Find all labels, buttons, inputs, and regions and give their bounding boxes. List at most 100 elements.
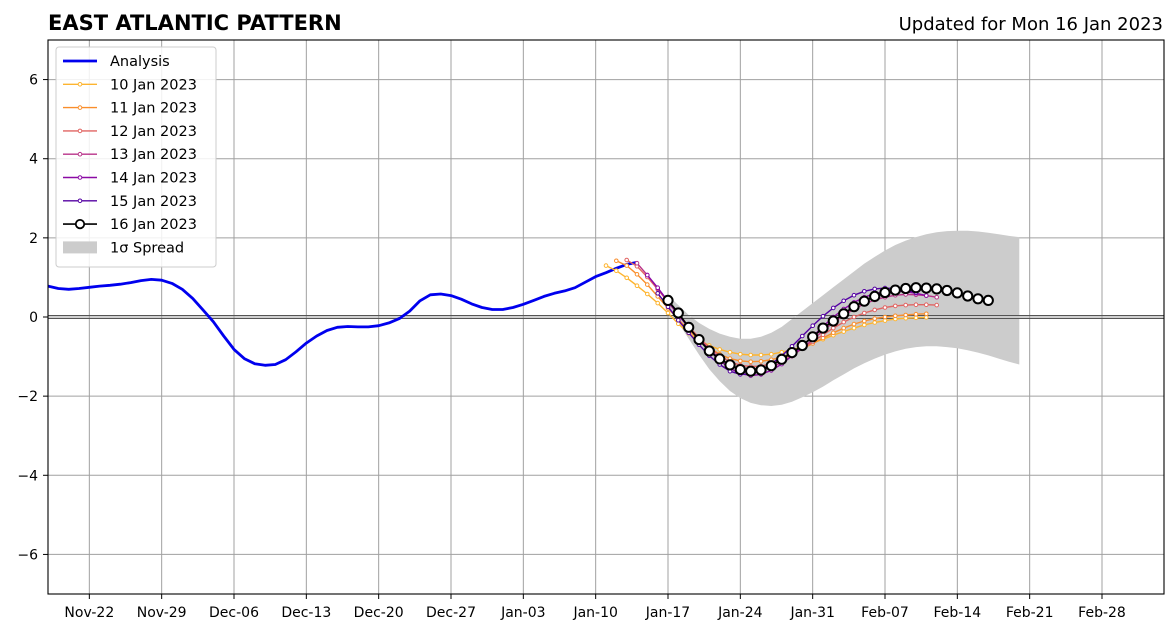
legend-item: 16 Jan 2023 — [63, 217, 197, 233]
forecast-point — [634, 283, 640, 289]
zero-line — [48, 315, 1164, 319]
chart-title: EAST ATLANTIC PATTERN — [48, 11, 342, 35]
forecast-point — [851, 325, 857, 331]
legend-label: 11 Jan 2023 — [110, 101, 197, 117]
legend-swatch — [63, 241, 97, 254]
forecast-point — [913, 302, 919, 308]
forecast-point — [779, 349, 785, 355]
current-point — [858, 295, 870, 307]
forecast-point — [862, 289, 867, 294]
forecast-point — [862, 322, 867, 328]
legend-marker — [77, 105, 83, 110]
forecast-point — [851, 292, 857, 298]
forecast-point — [851, 314, 857, 320]
forecast-point — [851, 321, 857, 327]
current-point — [724, 359, 736, 371]
x-tick-label: Jan-17 — [645, 605, 690, 621]
forecast-point — [924, 302, 929, 308]
forecast-point — [665, 310, 671, 316]
current-point — [838, 308, 850, 320]
forecast-point — [831, 330, 836, 336]
forecast-point — [841, 325, 847, 331]
forecast-point — [645, 291, 650, 297]
forecast-point — [831, 305, 836, 311]
current-point — [817, 322, 829, 334]
current-point — [951, 287, 963, 299]
current-point — [879, 286, 891, 299]
forecast-point — [893, 313, 898, 319]
forecast-point — [882, 318, 888, 323]
forecast-point — [717, 347, 723, 352]
current-point — [662, 294, 674, 306]
forecast-point — [748, 359, 754, 365]
forecast-point — [924, 311, 929, 317]
forecast-point — [655, 300, 661, 306]
forecast-point — [614, 258, 619, 264]
legend: Analysis 10 Jan 2023 11 Jan 2023 12 Jan 202… — [55, 46, 217, 268]
legend-label: 10 Jan 2023 — [110, 77, 197, 93]
forecast-point — [758, 359, 764, 364]
series-layer — [47, 257, 994, 378]
legend-item: Analysis — [63, 54, 170, 70]
forecast-point — [820, 313, 826, 319]
axes: Nov-22 Nov-29 Dec-06 Dec-13 Dec-20 Dec-27 Jan-… — [17, 73, 1125, 621]
legend-item: 12 Jan 2023 — [63, 124, 197, 140]
x-tick-label: Feb-28 — [1078, 605, 1126, 621]
current-point — [869, 290, 881, 302]
chart-subtitle: Updated for Mon 16 Jan 2023 — [899, 14, 1163, 35]
forecast-point — [872, 286, 878, 292]
forecast-point — [862, 318, 867, 324]
current-point — [776, 353, 788, 365]
x-tick-label: Jan-03 — [500, 605, 545, 621]
legend-marker — [77, 82, 83, 87]
forecast-point — [748, 352, 754, 358]
legend-marker — [77, 175, 83, 180]
forecast-point — [645, 272, 650, 278]
legend-item: 1σ Spread — [63, 240, 184, 256]
x-tick-label: Dec-06 — [209, 605, 259, 621]
legend-item: 15 Jan 2023 — [63, 194, 197, 210]
forecast-point — [934, 294, 940, 300]
current-point — [755, 364, 767, 376]
forecast-point — [655, 285, 661, 291]
current-point — [786, 347, 798, 359]
y-tick-label: 4 — [29, 152, 38, 168]
forecast-point — [614, 268, 619, 274]
forecast-point — [882, 305, 888, 310]
forecast-point — [841, 298, 847, 304]
forecast-point — [934, 302, 940, 308]
current-point — [714, 353, 726, 365]
forecast-point — [913, 315, 919, 321]
series-current — [662, 282, 994, 377]
current-point — [796, 339, 808, 352]
forecast-point — [841, 319, 847, 325]
series-analysis-line — [47, 261, 638, 367]
current-point — [931, 283, 943, 295]
current-point — [900, 282, 912, 295]
y-tick-label: −2 — [17, 389, 38, 405]
legend-item: 11 Jan 2023 — [63, 101, 197, 117]
forecast-point — [634, 260, 640, 266]
forecast-point — [903, 312, 909, 318]
legend-item: 10 Jan 2023 — [63, 77, 197, 93]
forecast-point — [800, 333, 805, 339]
forecast-point — [758, 352, 764, 358]
current-point — [703, 345, 715, 357]
legend-label: Analysis — [110, 54, 170, 70]
y-tick-label: −6 — [17, 547, 38, 563]
x-tick-label: Jan-10 — [572, 605, 617, 621]
forecast-point — [903, 302, 909, 308]
forecast-point — [634, 272, 640, 277]
x-tick-label: Nov-29 — [137, 605, 187, 621]
legend-label: 16 Jan 2023 — [110, 217, 197, 233]
forecast-point — [913, 311, 919, 317]
y-tick-label: −4 — [17, 468, 38, 484]
x-tick-label: Dec-13 — [281, 605, 331, 621]
forecast-point — [872, 320, 878, 325]
legend-item: 13 Jan 2023 — [63, 147, 197, 163]
y-tick-label: 6 — [29, 73, 38, 89]
current-point — [962, 290, 974, 302]
x-tick-label: Feb-07 — [861, 605, 909, 621]
current-point — [982, 294, 994, 306]
forecast-point — [738, 358, 743, 364]
